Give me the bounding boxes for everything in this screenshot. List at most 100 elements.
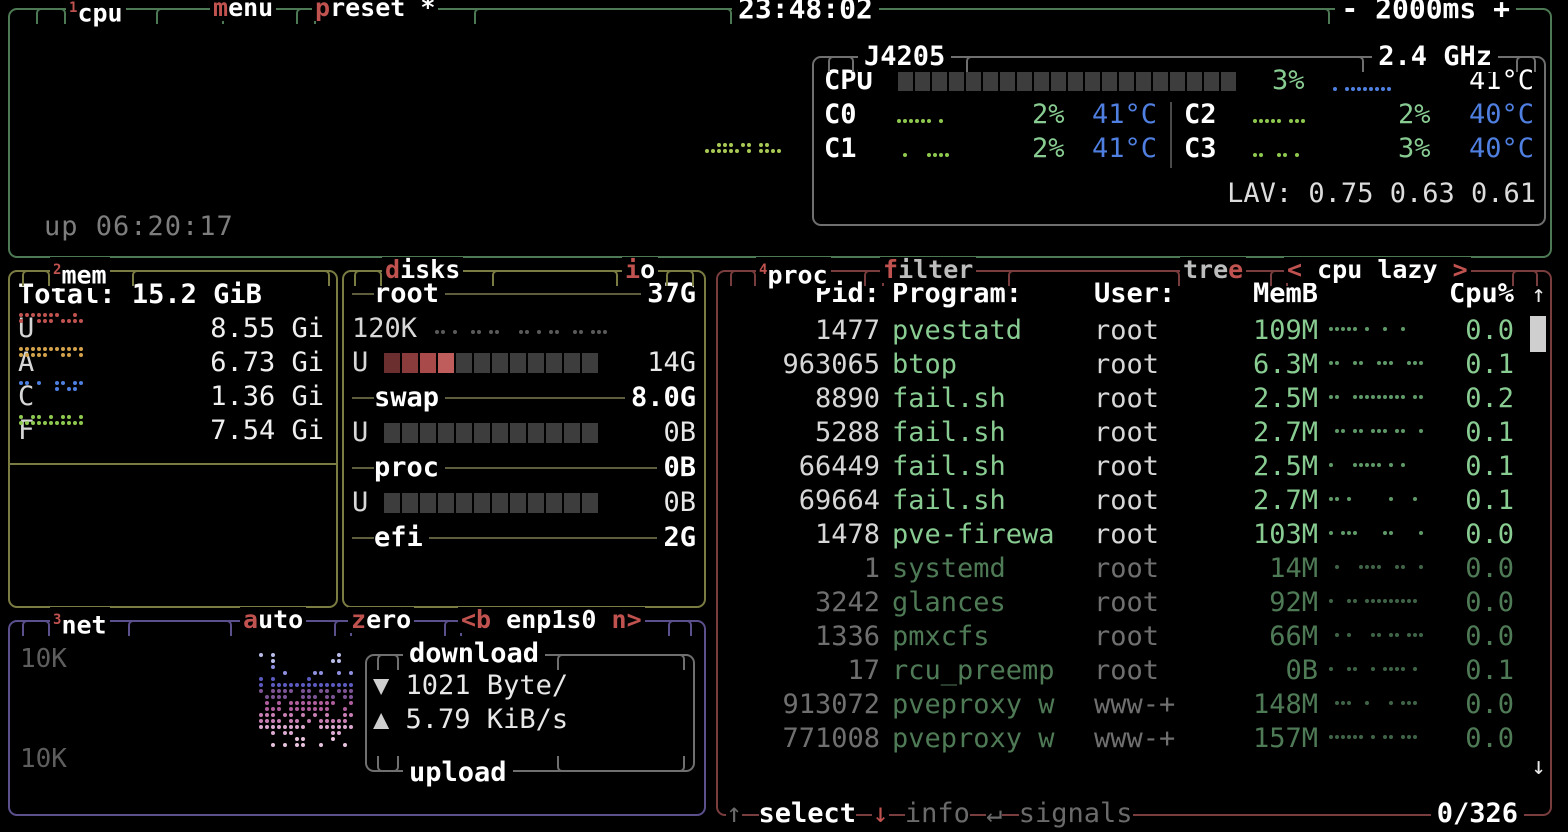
- mem-panel-title[interactable]: 2mem: [50, 257, 110, 290]
- table-row[interactable]: 66449 fail.sh root 2.5M 0.1: [728, 450, 1540, 484]
- cpu-rate-stub: [830, 8, 1330, 24]
- header-cpu[interactable]: Cpu%: [1448, 278, 1514, 309]
- row-cpu-graph: [1328, 496, 1424, 502]
- row-user: root: [1094, 451, 1160, 482]
- net-scale-top: 10K: [20, 644, 67, 674]
- row-program: fail.sh: [892, 383, 1006, 414]
- table-row[interactable]: 17 rcu_preemp root 0B 0.1: [728, 654, 1540, 688]
- disks-panel-title-text: isks: [400, 255, 461, 284]
- enter-key-icon: ↵: [986, 798, 1003, 829]
- table-row[interactable]: 1 systemd root 14M 0.0: [728, 552, 1540, 586]
- table-row[interactable]: 913072 pveproxy w www-+ 148M 0.0: [728, 688, 1540, 722]
- scrollbar-thumb[interactable]: [1530, 316, 1546, 352]
- net-title-stub: [22, 620, 50, 636]
- table-row[interactable]: 963065 btop root 6.3M 0.1: [728, 348, 1540, 382]
- table-row[interactable]: 69664 fail.sh root 2.7M 0.1: [728, 484, 1540, 518]
- download-label: download: [403, 638, 546, 669]
- update-rate-control[interactable]: - 2000ms +: [1335, 0, 1516, 25]
- net-interface-selector[interactable]: <b enp1s0 n>: [458, 607, 645, 633]
- net-interface-name: enp1s0: [506, 605, 597, 634]
- core-label-0: C0: [824, 99, 857, 130]
- core-temp-1: 41°C: [1092, 133, 1158, 164]
- filter-label: ilter: [898, 255, 974, 284]
- cpu-panel-title[interactable]: 1cpu: [66, 0, 126, 27]
- tree-toggle[interactable]: tree: [1180, 255, 1247, 284]
- net-auto-toggle[interactable]: auto: [240, 605, 307, 634]
- core-graph-2: [1252, 118, 1306, 124]
- download-speed-row: ▼ 1021 Byte/: [373, 670, 568, 701]
- proc-panel-title-text: proc: [767, 260, 828, 290]
- row-cpu-graph: [1328, 700, 1424, 706]
- disk-size-swap: 8.0G: [624, 380, 696, 416]
- sort-prev-button[interactable]: <: [1287, 255, 1303, 284]
- rate-increase-button[interactable]: +: [1493, 0, 1510, 25]
- row-program: pvestatd: [892, 315, 1023, 346]
- row-user: www-+: [1094, 689, 1176, 720]
- select-up-icon[interactable]: ↑: [726, 798, 743, 829]
- header-program[interactable]: Program:: [892, 278, 1023, 309]
- table-row[interactable]: 8890 fail.sh root 2.5M 0.2: [728, 382, 1540, 416]
- sort-next-button[interactable]: >: [1452, 255, 1468, 284]
- scroll-down-icon[interactable]: ↓: [1531, 752, 1546, 780]
- uptime-label: up 06:20:17: [44, 211, 234, 242]
- row-mem: 92M: [1269, 587, 1318, 618]
- disk-io-value-root: 120K: [352, 313, 418, 344]
- disk-used-swap: 0B: [663, 417, 696, 448]
- row-cpu-graph: [1328, 530, 1424, 536]
- select-down-icon[interactable]: ↓: [872, 798, 889, 829]
- row-user: root: [1094, 519, 1160, 550]
- upload-label: upload: [403, 757, 513, 788]
- table-row[interactable]: 1478 pve-firewa root 103M 0.0: [728, 518, 1540, 552]
- row-pid: 771008: [782, 723, 880, 754]
- table-row[interactable]: 1477 pvestatd root 109M 0.0: [728, 314, 1540, 348]
- row-user: root: [1094, 417, 1160, 448]
- net-prev-button[interactable]: <b: [461, 605, 492, 634]
- net-panel-title[interactable]: 3net: [50, 607, 110, 639]
- disks-io-toggle[interactable]: io: [622, 257, 659, 283]
- menu-button[interactable]: menu: [210, 0, 277, 21]
- row-mem: 6.3M: [1252, 349, 1318, 380]
- mem-panel-title-text: mem: [61, 260, 107, 290]
- net-ul-stub: [377, 756, 399, 772]
- mem-graph-free: [18, 414, 84, 426]
- select-label[interactable]: select: [758, 798, 857, 829]
- preset-button[interactable]: preset *: [312, 0, 439, 21]
- signals-label[interactable]: signals: [1018, 798, 1133, 829]
- row-program: fail.sh: [892, 485, 1006, 516]
- sort-selector[interactable]: < cpu lazy >: [1284, 257, 1471, 283]
- disk-io-graph-root: [434, 329, 614, 335]
- row-pid: 963065: [782, 349, 880, 380]
- rate-decrease-button[interactable]: -: [1341, 0, 1359, 25]
- load-average-row: LAV: 0.75 0.63 0.61: [1227, 178, 1536, 209]
- auto-hotkey: a: [243, 605, 259, 634]
- mem-title-stub-right: [132, 270, 330, 286]
- disks-content: root 37G 120K U 14G swap 8.0G U 0B: [352, 276, 696, 602]
- disks-hotkey: d: [385, 255, 401, 284]
- row-cpu: 0.1: [1465, 417, 1514, 448]
- core-temp-3: 40°C: [1468, 133, 1534, 164]
- proc-panel-title[interactable]: 4proc: [756, 257, 831, 290]
- header-user[interactable]: User:: [1094, 278, 1176, 309]
- filter-button[interactable]: filter: [880, 255, 977, 284]
- sort-field-label: cpu lazy: [1317, 255, 1438, 284]
- row-cpu: 0.0: [1465, 689, 1514, 720]
- row-cpu: 0.0: [1465, 621, 1514, 652]
- row-program: fail.sh: [892, 451, 1006, 482]
- row-pid: 1336: [814, 621, 880, 652]
- net-zero-toggle[interactable]: zero: [348, 607, 415, 633]
- tree-label: tre: [1183, 255, 1229, 284]
- mem-row-free: F 7.54 Gi: [18, 414, 328, 448]
- row-program: rcu_preemp: [892, 655, 1055, 686]
- row-user: www-+: [1094, 723, 1176, 754]
- net-next-button[interactable]: n>: [611, 605, 642, 634]
- core-label-1: C1: [824, 133, 857, 164]
- table-row[interactable]: 3242 glances root 92M 0.0: [728, 586, 1540, 620]
- table-row[interactable]: 5288 fail.sh root 2.7M 0.1: [728, 416, 1540, 450]
- auto-label: uto: [258, 605, 304, 634]
- table-row[interactable]: 1336 pmxcfs root 66M 0.0: [728, 620, 1540, 654]
- table-row[interactable]: 771008 pveproxy w www-+ 157M 0.0: [728, 722, 1540, 756]
- mem-value-available: 6.73 Gi: [210, 347, 324, 378]
- disks-panel-title[interactable]: disks: [382, 255, 464, 284]
- scroll-up-icon[interactable]: ↑: [1531, 280, 1546, 308]
- info-label[interactable]: info: [904, 798, 970, 829]
